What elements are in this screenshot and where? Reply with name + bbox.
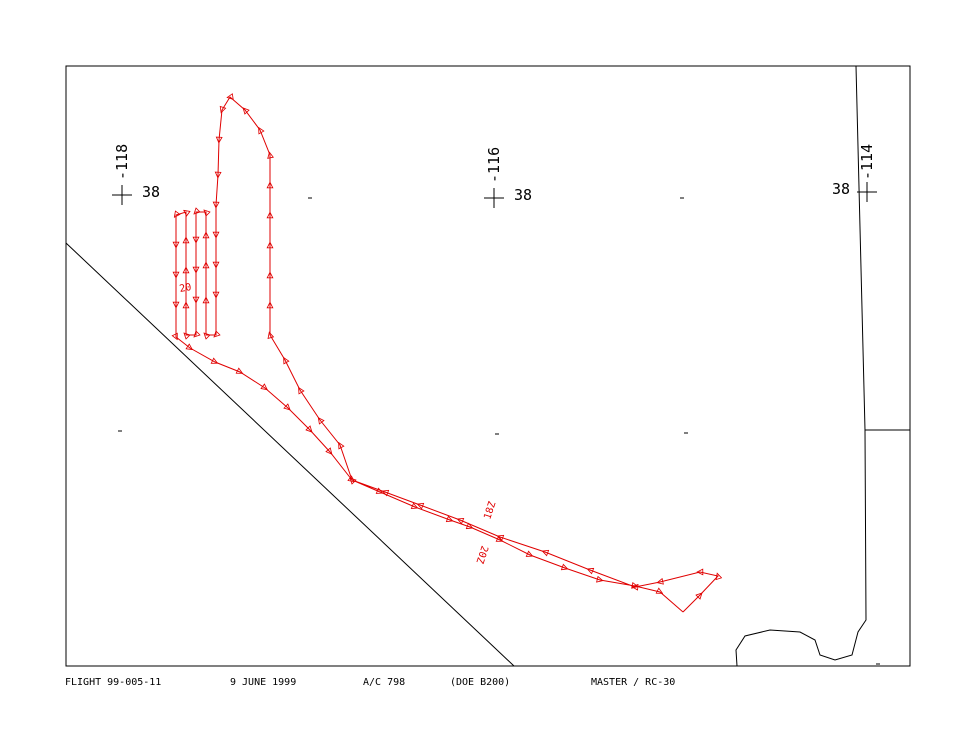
footer-sensor: MASTER / RC-30 (591, 677, 675, 688)
footer-flight: FLIGHT 99-005-11 (65, 677, 161, 688)
track-label: 20 (179, 282, 193, 295)
lon-label: -118 (113, 144, 131, 180)
state-border (65, 242, 515, 667)
lon-label: -116 (485, 147, 503, 183)
grid-ticks (112, 182, 880, 665)
map-frame (65, 65, 911, 667)
lat-label: 38 (832, 180, 850, 198)
lon-label: -114 (858, 144, 876, 180)
flight-track (176, 97, 718, 613)
footer-date: 9 JUNE 1999 (230, 677, 296, 688)
track-label: 18Z (482, 500, 498, 521)
footer-type: (DOE B200) (450, 677, 510, 688)
lat-label: 38 (142, 183, 160, 201)
state-border (735, 65, 867, 667)
track-label: 20Z (474, 544, 490, 565)
lat-label: 38 (514, 186, 532, 204)
footer-aircraft: A/C 798 (363, 677, 405, 688)
